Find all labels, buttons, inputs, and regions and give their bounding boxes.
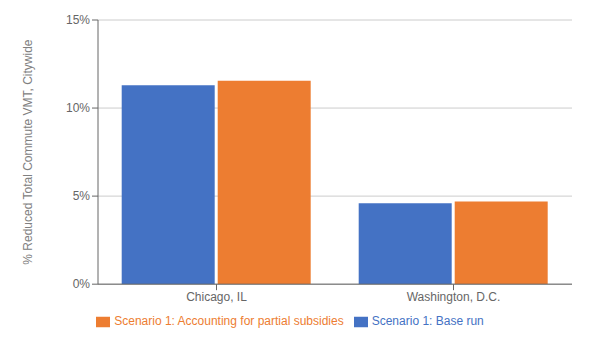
svg-text:Chicago, IL: Chicago, IL	[186, 290, 247, 304]
svg-text:Washington, D.C.: Washington, D.C.	[407, 290, 501, 304]
svg-text:0%: 0%	[73, 277, 91, 291]
svg-text:5%: 5%	[73, 189, 91, 203]
svg-text:15%: 15%	[66, 13, 90, 27]
svg-text:10%: 10%	[66, 101, 90, 115]
html-text:Scenario 1: Accounting for par: Scenario 1: Accounting for partial subsi…	[114, 314, 344, 329]
svg-text:% Reduced Total Commute VMT, C: % Reduced Total Commute VMT, Citywide	[21, 39, 35, 265]
html-text:Scenario 1: Base run: Scenario 1: Base run	[371, 314, 484, 329]
